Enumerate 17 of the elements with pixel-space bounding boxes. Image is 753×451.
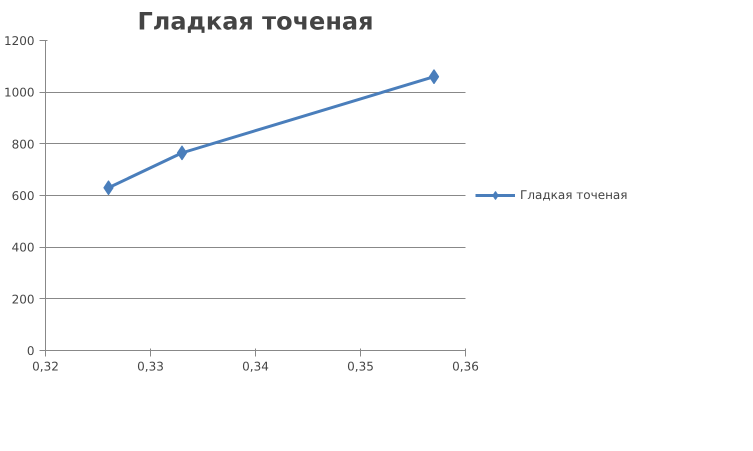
x-tick-label: 0,34 [242, 360, 269, 374]
y-tick-label: 400 [12, 240, 34, 255]
y-tick-label: 800 [12, 137, 34, 152]
x-tick-label: 0,32 [32, 360, 59, 374]
chart-title: Гладкая точеная [137, 8, 374, 36]
point [176, 145, 188, 160]
y-tick-label: 1000 [4, 86, 35, 100]
y-tick-label: 0 [26, 344, 35, 358]
x-tick-label: 0,36 [452, 360, 479, 374]
y-tick-label: 200 [12, 292, 34, 306]
y-tick-label: 600 [12, 189, 34, 203]
y-tick-label: 1200 [4, 34, 35, 48]
point [428, 69, 440, 84]
legend-label: Гладкая точеная [520, 188, 628, 202]
x-tick-label: 0,35 [347, 360, 374, 374]
x-tick-label: 0,33 [137, 360, 164, 374]
point [103, 180, 114, 196]
